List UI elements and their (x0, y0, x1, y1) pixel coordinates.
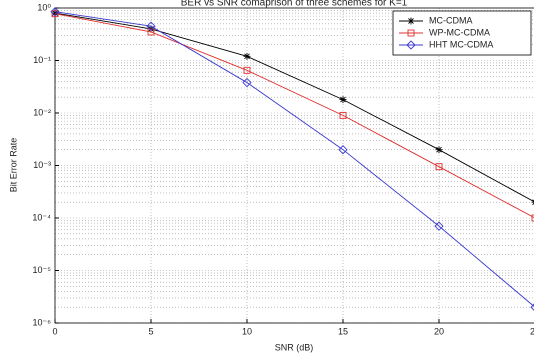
marker (530, 303, 534, 311)
y-tick-label: 10⁻⁶ (33, 317, 52, 327)
series-line (54, 11, 534, 307)
marker (435, 163, 443, 171)
legend-label: MC-CDMA (429, 15, 473, 25)
y-axis-label: Bit Error Rate (8, 138, 18, 193)
marker (51, 9, 59, 17)
legend-marker (407, 29, 415, 37)
legend-marker (406, 40, 416, 50)
marker (338, 145, 348, 155)
x-axis-label: SNR (dB) (275, 342, 314, 352)
x-tick-label: 25 (530, 326, 534, 336)
legend-marker (407, 17, 415, 25)
legend-label: HHT MC-CDMA (429, 39, 493, 49)
y-tick-label: 10⁰ (37, 2, 51, 12)
y-tick-label: 10⁻³ (33, 160, 51, 170)
marker (243, 52, 251, 60)
x-tick-label: 20 (434, 326, 444, 336)
marker (146, 21, 156, 31)
x-tick-label: 10 (242, 326, 252, 336)
marker (243, 66, 251, 74)
marker (531, 214, 534, 222)
x-tick-label: 0 (52, 326, 57, 336)
marker (147, 28, 155, 36)
plot-frame (54, 7, 534, 324)
marker (434, 221, 444, 231)
y-tick-label: 10⁻⁵ (33, 265, 52, 275)
series-line (54, 12, 534, 203)
y-tick-label: 10⁻² (33, 107, 51, 117)
series-line (54, 13, 534, 218)
marker (435, 146, 443, 154)
x-tick-label: 15 (338, 326, 348, 336)
marker (339, 111, 347, 119)
marker (242, 77, 252, 88)
marker (51, 10, 59, 18)
y-tick-label: 10⁻¹ (33, 55, 51, 65)
chart-title: BER vs SNR comaprison of three schemes f… (181, 0, 408, 9)
legend-label: WP-MC-CDMA (429, 27, 490, 37)
marker (50, 7, 60, 17)
x-tick-label: 5 (148, 326, 153, 336)
y-tick-label: 10⁻⁴ (32, 212, 51, 222)
marker (339, 96, 347, 104)
